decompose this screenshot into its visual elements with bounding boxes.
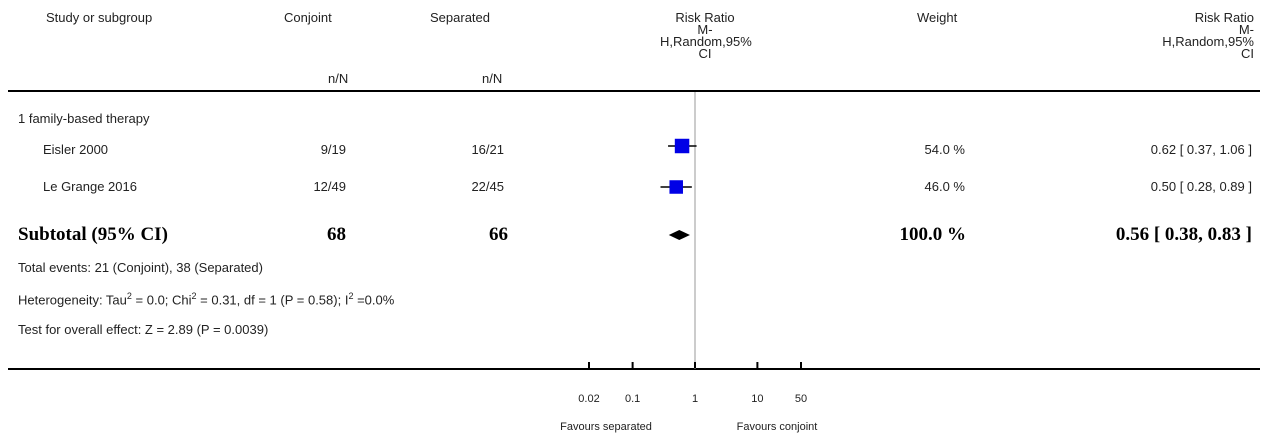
header-rr-plot-line2: M-	[697, 22, 713, 37]
header-risk-ratio-text: Risk Ratio M- H,Random,95% CI	[1144, 10, 1254, 61]
favours-right-label: Favours conjoint	[737, 421, 818, 433]
row-weight: 46.0 %	[924, 179, 965, 194]
header-conjoint-nn: n/N	[328, 71, 349, 86]
study-marker	[674, 138, 690, 154]
overall-effect-note: Test for overall effect: Z = 2.89 (P = 0…	[18, 322, 269, 337]
het-sup: 2	[191, 291, 197, 301]
header-risk-ratio-plot: Risk Ratio M- H,Random,95% CI	[660, 10, 752, 61]
het-part-b: = 0.0; Chi	[131, 292, 192, 308]
study-marker	[669, 180, 683, 194]
header-rr-plot-line4: CI	[698, 46, 712, 61]
het-part-d: =0.0%	[353, 292, 395, 308]
subgroup-title: 1 family-based therapy	[18, 111, 150, 126]
subtotal-weight: 100.0 %	[899, 224, 967, 245]
header-study: Study or subgroup	[46, 10, 153, 25]
row-separated: 22/45	[471, 179, 504, 194]
row-study-name: Eisler 2000	[43, 142, 109, 157]
pooled-diamond	[668, 230, 690, 240]
header-conjoint: Conjoint	[284, 10, 332, 25]
header-rr-text-line2: M-	[1238, 22, 1254, 37]
header-rr-text-line4: CI	[1241, 46, 1254, 61]
row-separated: 16/21	[471, 142, 504, 157]
axis-tick-label: 10	[751, 393, 763, 405]
footer-rule	[8, 368, 1260, 370]
axis-tick-label: 0.1	[625, 393, 640, 405]
header-rr-plot-line3: H,Random,95%	[660, 34, 752, 49]
row-conjoint: 9/19	[320, 142, 346, 157]
axis-tick-label: 50	[795, 393, 807, 405]
axis-tick-label: 1	[692, 393, 698, 405]
header-rr-plot-line1: Risk Ratio	[675, 10, 735, 25]
het-part-a: Heterogeneity: Tau	[18, 292, 127, 308]
het-sup: 2	[126, 291, 132, 301]
row-risk-ratio: 0.50 [ 0.28, 0.89 ]	[1150, 179, 1252, 194]
het-part-c: = 0.31, df = 1 (P = 0.58); I	[196, 292, 349, 308]
row-risk-ratio: 0.62 [ 0.37, 1.06 ]	[1150, 142, 1252, 157]
row-weight: 54.0 %	[924, 142, 965, 157]
header-separated-nn: n/N	[482, 71, 503, 86]
header-weight: Weight	[917, 10, 958, 25]
axis-tick-label: 0.02	[578, 393, 599, 405]
subtotal-conjoint: 68	[327, 224, 346, 245]
header-rule	[8, 90, 1260, 92]
row-conjoint: 12/49	[313, 179, 346, 194]
subtotal-separated: 66	[489, 224, 508, 245]
row-study-name: Le Grange 2016	[43, 179, 137, 194]
heterogeneity-note: Heterogeneity: Tau2 = 0.0; Chi2 = 0.31, …	[18, 291, 394, 307]
total-events-note: Total events: 21 (Conjoint), 38 (Separat…	[18, 260, 263, 275]
subtotal-label: Subtotal (95% CI)	[18, 224, 168, 245]
header-rr-text-line1: Risk Ratio	[1194, 10, 1254, 25]
header-separated: Separated	[430, 10, 490, 25]
het-sup: 2	[348, 291, 354, 301]
subtotal-risk-ratio: 0.56 [ 0.38, 0.83 ]	[1115, 224, 1252, 245]
favours-left-label: Favours separated	[560, 421, 652, 433]
header-rr-text-line3: H,Random,95%	[1162, 34, 1254, 49]
